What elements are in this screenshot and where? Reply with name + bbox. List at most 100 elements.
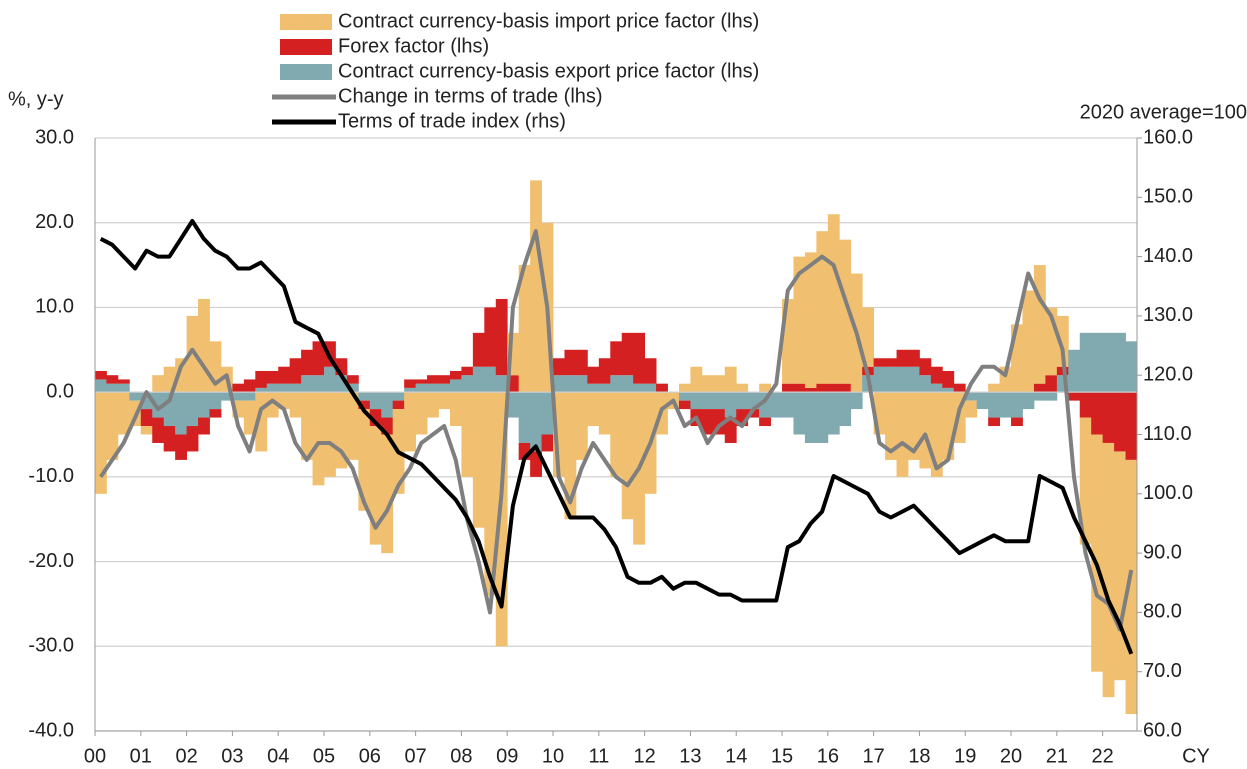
bar xyxy=(759,383,771,393)
bar xyxy=(942,387,955,393)
bar xyxy=(1033,392,1046,401)
bar xyxy=(644,358,657,384)
bar xyxy=(129,392,142,401)
bar xyxy=(690,366,703,393)
bar xyxy=(724,392,737,418)
y2-tick-label: 60.0 xyxy=(1143,719,1182,741)
bar xyxy=(186,392,199,427)
bar xyxy=(278,383,291,393)
x-tick-label: 09 xyxy=(496,745,518,767)
bar xyxy=(553,375,565,393)
bar xyxy=(289,392,302,418)
x-axis-label: CY xyxy=(1182,745,1210,767)
legend-swatch xyxy=(280,64,332,80)
bar xyxy=(117,392,130,435)
bar xyxy=(759,417,771,427)
bar xyxy=(575,375,588,393)
bar xyxy=(804,392,817,443)
x-tick-label: 10 xyxy=(542,745,564,767)
bar xyxy=(95,379,107,393)
bar xyxy=(1022,290,1035,393)
bar xyxy=(873,366,886,393)
bar xyxy=(1091,392,1104,435)
bar xyxy=(1114,392,1126,452)
bar xyxy=(804,387,817,393)
bar xyxy=(243,392,256,401)
y-tick-label: -20.0 xyxy=(28,550,74,572)
bar xyxy=(186,315,199,393)
bar xyxy=(988,383,1000,393)
bar xyxy=(541,392,554,435)
bar xyxy=(392,400,405,410)
bar xyxy=(575,392,588,460)
bar xyxy=(850,392,863,410)
x-tick-label: 11 xyxy=(588,745,609,767)
bar xyxy=(278,366,291,384)
bar xyxy=(701,375,714,393)
bar xyxy=(747,409,760,418)
bar xyxy=(782,383,794,393)
x-tick-label: 00 xyxy=(84,745,106,767)
bar xyxy=(564,375,577,393)
bar xyxy=(438,383,451,393)
bar xyxy=(1056,315,1069,367)
bar xyxy=(209,392,222,410)
bar xyxy=(724,366,737,393)
bar xyxy=(633,332,646,384)
bar xyxy=(816,392,829,443)
bar xyxy=(301,392,313,460)
bar xyxy=(301,375,313,393)
bar xyxy=(541,434,554,452)
bar xyxy=(678,400,691,410)
legend-label: Change in terms of trade (lhs) xyxy=(338,85,603,107)
bar xyxy=(782,392,794,418)
x-tick-label: 18 xyxy=(908,745,930,767)
bar xyxy=(1079,417,1092,545)
y-tick-label: -40.0 xyxy=(28,719,74,741)
bar xyxy=(255,387,268,393)
bar xyxy=(495,392,508,647)
bar xyxy=(930,366,943,384)
bar xyxy=(1068,392,1081,401)
bar xyxy=(610,341,623,376)
bar xyxy=(312,375,325,393)
bar xyxy=(701,392,714,410)
bar xyxy=(392,392,405,401)
bar xyxy=(1125,392,1138,460)
bar xyxy=(243,400,256,435)
bar xyxy=(404,392,417,452)
bar xyxy=(449,392,462,427)
bar xyxy=(690,392,703,410)
bar xyxy=(1011,392,1023,418)
legend-label: Forex factor (lhs) xyxy=(338,35,489,57)
bar xyxy=(484,366,497,393)
bar xyxy=(839,392,852,427)
bar xyxy=(472,392,485,528)
bar xyxy=(1102,332,1115,393)
bar xyxy=(415,379,428,384)
bar xyxy=(827,214,840,384)
bar xyxy=(1022,392,1035,410)
bar xyxy=(449,379,462,393)
bar xyxy=(369,392,382,410)
y-axis-label: %, y-y xyxy=(8,88,64,110)
bar xyxy=(1125,341,1138,393)
bar xyxy=(564,349,577,376)
bar xyxy=(759,392,771,418)
bar xyxy=(907,349,920,367)
bar xyxy=(152,375,165,393)
bar xyxy=(346,392,359,460)
x-tick-label: 05 xyxy=(313,745,335,767)
x-tick-label: 22 xyxy=(1092,745,1114,767)
bar xyxy=(186,426,199,452)
bar xyxy=(610,375,623,393)
x-tick-label: 17 xyxy=(863,745,885,767)
y-tick-label: 20.0 xyxy=(35,211,74,233)
bar xyxy=(472,366,485,393)
y2-tick-label: 160.0 xyxy=(1143,126,1193,148)
bar xyxy=(1045,392,1058,401)
bar xyxy=(1056,375,1069,393)
bar xyxy=(1079,392,1092,418)
bar xyxy=(885,358,897,367)
bar xyxy=(553,358,565,376)
